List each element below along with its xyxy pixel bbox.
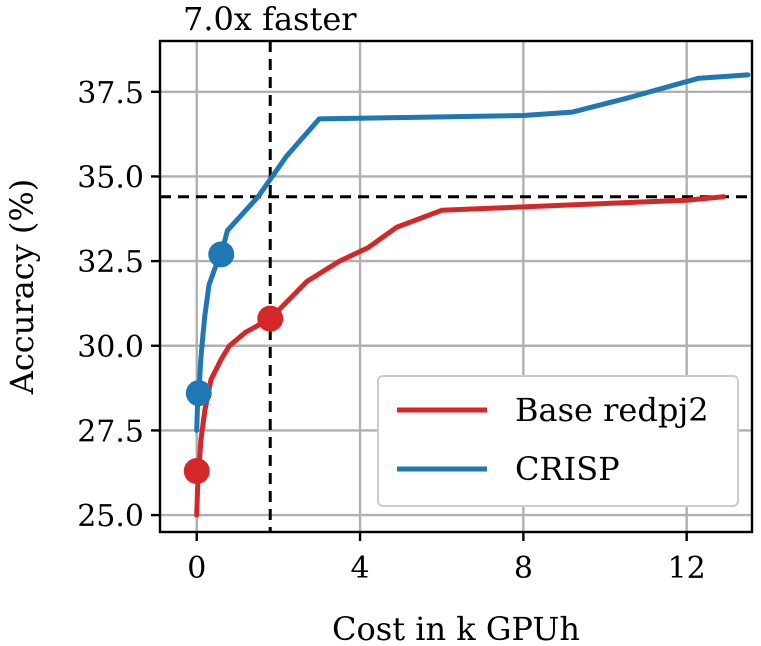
legend: Base redpj2 CRISP <box>377 375 739 507</box>
legend-label-crisp: CRISP <box>515 450 620 488</box>
x-tick-label-2: 8 <box>514 551 533 586</box>
marker-base-redpj2-1 <box>257 305 284 332</box>
y-tick-label-4: 35.0 <box>77 160 144 195</box>
marker-base-redpj2-0 <box>183 458 210 485</box>
series-line-crisp <box>194 72 751 433</box>
y-axis-title: Accuracy (%) <box>3 179 41 395</box>
y-tick-label-1: 27.5 <box>77 414 144 449</box>
y-tick-label-2: 30.0 <box>77 330 144 365</box>
speedup-annotation: 7.0x faster <box>183 0 357 38</box>
series-markers <box>183 241 284 485</box>
x-tick-label-1: 4 <box>351 551 370 586</box>
y-tick-label-5: 37.5 <box>77 76 144 111</box>
x-axis-title: Cost in k GPUh <box>332 610 580 646</box>
axes-frame <box>158 39 754 534</box>
x-tick-label-0: 0 <box>187 551 206 586</box>
y-tick-label-3: 32.5 <box>77 245 144 280</box>
y-tick-label-0: 25.0 <box>77 499 144 534</box>
axis-ticks: 0 4 8 12 25.0 27.5 30.0 32.5 35.0 37.5 <box>77 76 706 586</box>
x-tick-label-3: 12 <box>668 551 706 586</box>
marker-crisp-1 <box>208 241 235 268</box>
marker-crisp-0 <box>185 380 212 407</box>
legend-label-base-redpj2: Base redpj2 <box>515 391 709 429</box>
